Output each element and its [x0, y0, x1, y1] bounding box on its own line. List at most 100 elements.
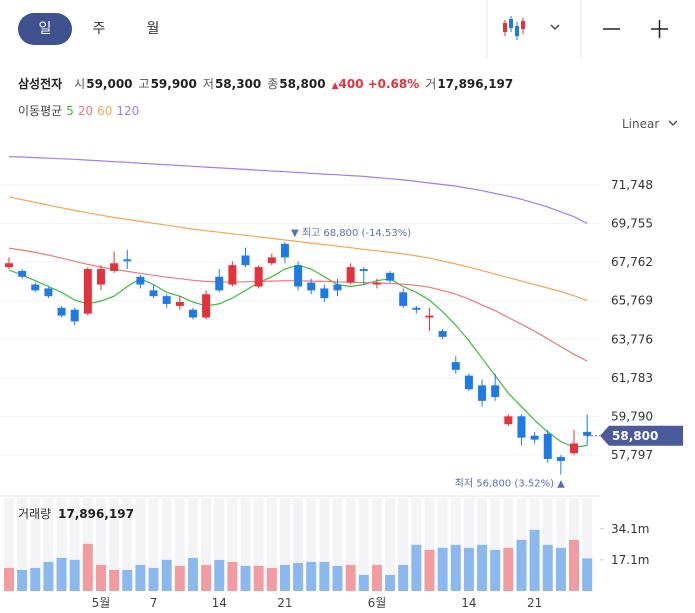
scale-chevron[interactable] [667, 118, 679, 128]
max-annotation: ▼ 최고 68,800 (-14.53%) [291, 227, 411, 239]
stock-name: 삼성전자 [18, 77, 63, 91]
volume-column-bg [437, 498, 448, 591]
change-pct: +0.68% [367, 77, 420, 91]
candle-body [254, 267, 263, 287]
field-value: 58,300 [214, 77, 262, 91]
x-tick-label: 21 [527, 596, 542, 610]
volume-bar [43, 561, 54, 591]
x-tick-label: 7 [150, 596, 158, 610]
candle-body [451, 362, 460, 370]
chart-type-button[interactable] [503, 16, 525, 40]
ma-legend: 이동평균 5 20 60 120 [18, 102, 143, 119]
tab[interactable]: 일 [18, 13, 72, 45]
y-tick-label: 69,755 [611, 216, 653, 230]
candle-body [215, 276, 224, 291]
scale-selector[interactable]: Linear [622, 117, 679, 131]
candle-body [267, 257, 276, 264]
volume-column-bg [450, 498, 461, 591]
volume-bar [69, 559, 80, 591]
legend-entry: 5 [66, 104, 74, 118]
volume-bar [161, 559, 172, 591]
candle-body [228, 265, 237, 285]
volume-bar [398, 564, 409, 591]
volume-bar [253, 565, 264, 591]
zoom-in-button[interactable] [651, 20, 668, 38]
candle-body [280, 243, 289, 258]
volume-column-bg [56, 498, 67, 591]
volume-column-bg [477, 498, 488, 591]
candle-body [149, 290, 158, 297]
field-label: 시 [74, 77, 86, 91]
volume-column-bg [332, 498, 343, 591]
volume-bar [477, 544, 488, 591]
candle-body [438, 331, 447, 337]
candle-body [162, 296, 171, 304]
volume-bar [95, 564, 106, 591]
volume-bar [529, 529, 540, 591]
tab[interactable]: 주 [92, 21, 106, 37]
candle-body [175, 301, 184, 306]
volume-column-bg [293, 498, 304, 591]
volume-bar [17, 569, 28, 591]
candle-body [18, 270, 27, 277]
volume-column-bg [358, 498, 369, 591]
volume-column-bg [490, 498, 501, 591]
volume-bar [148, 567, 159, 591]
y-tick-label: 59,790 [611, 410, 653, 424]
volume-label: 거 [425, 77, 437, 91]
volume-column-bg [319, 498, 330, 591]
volume-column-bg [161, 498, 172, 591]
volume-bar [227, 561, 238, 591]
field-label: 저 [202, 77, 214, 91]
volume-bar [187, 557, 198, 591]
tab[interactable]: 월 [146, 21, 160, 37]
legend-entry: 20 [77, 104, 94, 118]
volume-bar [30, 567, 41, 591]
volume-bar [569, 539, 580, 591]
volume-column-bg [122, 498, 133, 591]
volume-bar [332, 565, 343, 591]
volume-column-bg [306, 498, 317, 591]
candle-body [5, 263, 13, 268]
volume-column-bg [227, 498, 238, 591]
ma-label: 이동평균 [18, 104, 63, 118]
field-label: 고 [138, 77, 150, 91]
volume-column-bg [266, 498, 277, 591]
volume-bar [319, 561, 330, 591]
y-tick-label: 63,776 [611, 332, 653, 346]
volume-bar [109, 569, 120, 591]
volume-column-bg [135, 498, 146, 591]
volume-bar [345, 564, 356, 591]
volume-title: 거래량 [18, 507, 51, 521]
candle-body [517, 416, 526, 438]
x-tick-label: 5월 [92, 596, 111, 610]
candle-body [543, 433, 552, 459]
volume-column-bg [240, 498, 251, 591]
y-tick-label: 67,762 [611, 255, 653, 269]
volume-column-bg [148, 498, 159, 591]
toolbar [486, 0, 668, 58]
candle-body [294, 265, 303, 287]
candle-body [425, 315, 434, 318]
scale-label[interactable]: Linear [622, 117, 660, 131]
current-price-tag [600, 425, 683, 446]
candle-body [333, 284, 342, 291]
volume-column-bg [424, 498, 435, 591]
candle-body [556, 457, 565, 461]
candle-body [412, 307, 421, 310]
candle-body [491, 385, 500, 397]
candle-body [478, 385, 487, 401]
candle-body [359, 269, 368, 271]
ma-line [8, 264, 588, 449]
field-value: 58,800 [279, 77, 326, 91]
candle-body [530, 435, 539, 440]
y-tick-label: 57,797 [611, 448, 653, 462]
volume-column-bg [371, 498, 382, 591]
volume-bar [503, 547, 514, 591]
volume-column-bg [30, 498, 41, 591]
dropdown-chevron[interactable] [550, 24, 560, 30]
y-tick-label: 61,783 [611, 371, 653, 385]
volume-bar [450, 544, 461, 591]
volume-column-bg [253, 498, 264, 591]
